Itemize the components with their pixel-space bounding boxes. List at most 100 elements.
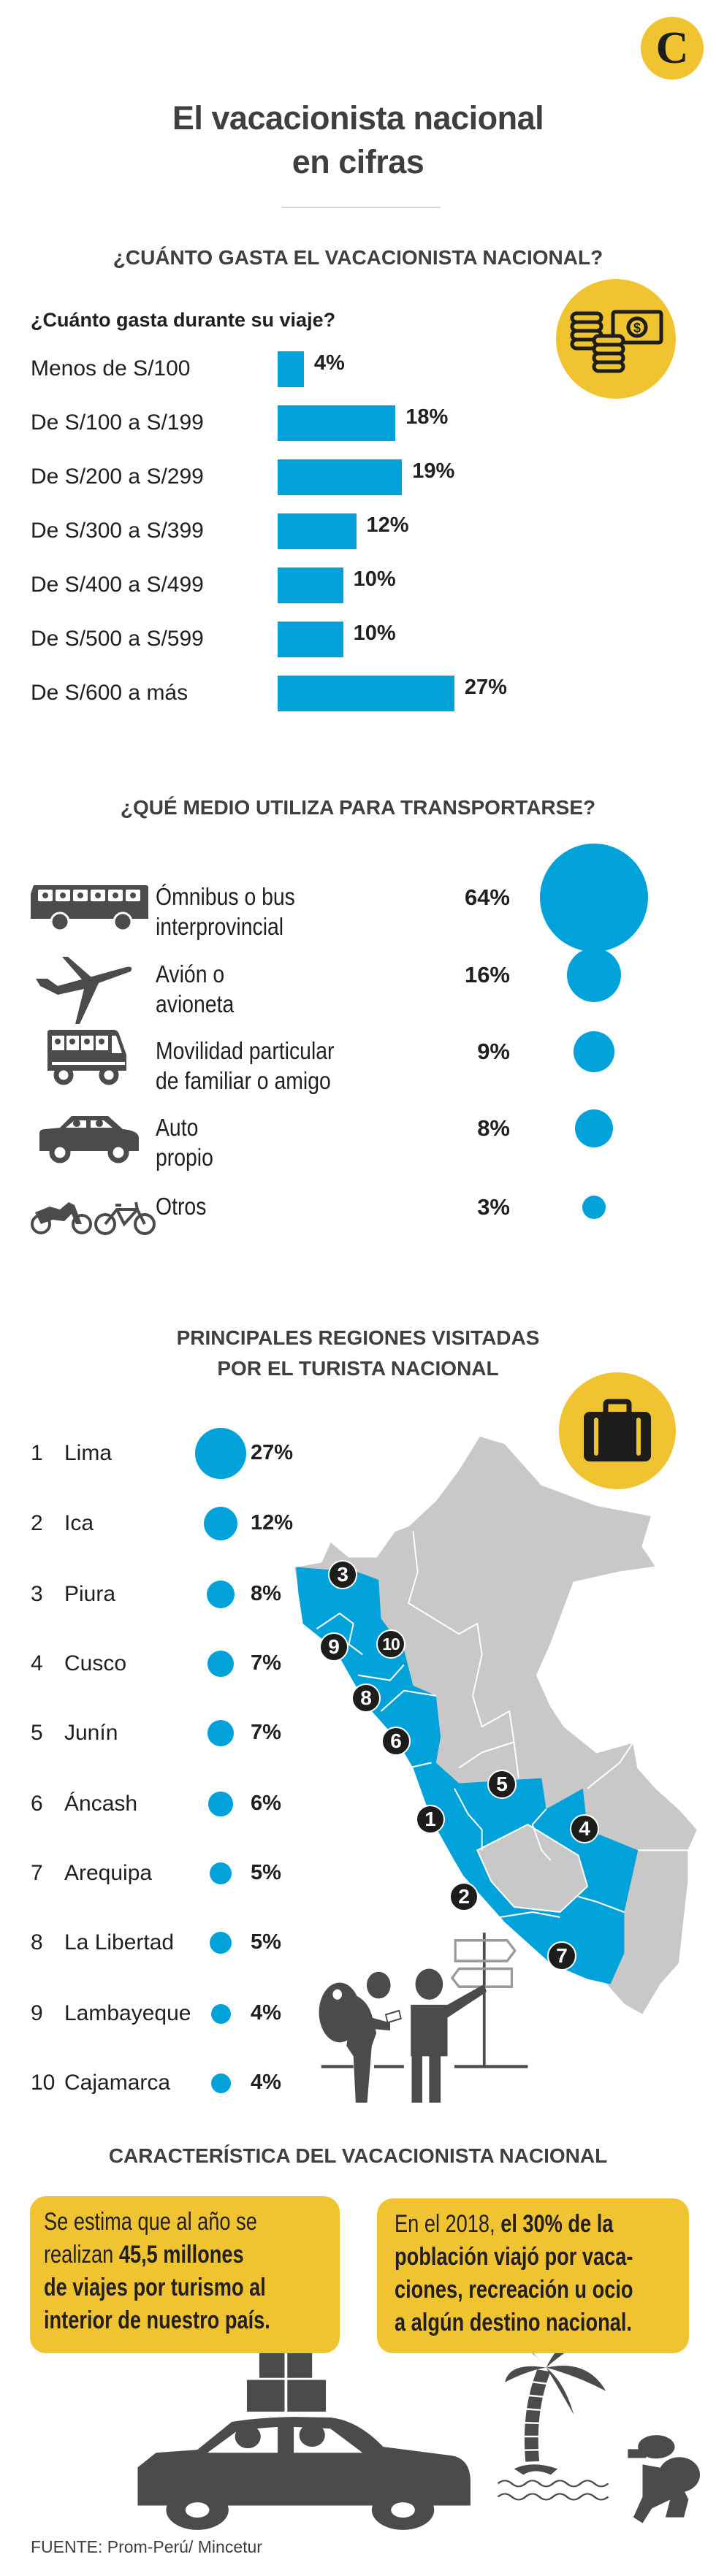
money-icon-circle: $ [556, 279, 676, 399]
bar [278, 567, 343, 603]
callout-line-text: población viajó por vaca- [395, 2241, 633, 2274]
callout-line: a algún destino nacional. [395, 2306, 691, 2339]
region-name: Cusco [64, 1651, 127, 1675]
callout-line-text: Se estima que al año se [44, 2206, 257, 2239]
callout-box: Se estima que al año se realizan 45,5 mil… [30, 2196, 340, 2353]
transport-value-label: 8% [477, 1115, 510, 1141]
palm-beach-illustration [497, 2334, 609, 2501]
region-rank: 2 [31, 1511, 43, 1535]
region-bubble [207, 1651, 234, 1677]
coins-and-bill-icon: $ [570, 310, 663, 373]
page-title-line2: en cifras [292, 143, 424, 180]
characteristics-heading: CARACTERÍSTICA DEL VACACIONISTA NACIONAL [108, 2144, 608, 2167]
callout-text-segment: a algún destino nacional. [395, 2309, 632, 2336]
region-name: Cajamarca [64, 2071, 171, 2095]
region-rank: 3 [31, 1582, 43, 1606]
transport-label-line: Movilidad particular [156, 1036, 363, 1066]
map-borders [316, 1531, 689, 1919]
region-rank: 8 [31, 1930, 43, 1954]
region-bubble [208, 1792, 233, 1816]
map-marker: 9 [319, 1632, 349, 1662]
bar-category-label: De S/100 a S/199 [31, 410, 204, 435]
map-marker: 1 [416, 1805, 445, 1834]
bar [278, 351, 304, 387]
bar [278, 513, 357, 549]
spending-chart-title: ¿Cuánto gasta durante su viaje? [31, 309, 336, 331]
region-name: Lima [64, 1441, 113, 1465]
region-value-label: 6% [251, 1792, 281, 1815]
bar-value-label: 10% [353, 622, 396, 645]
region-name: La Libertad [64, 1930, 175, 1954]
map-unvisited-interior [476, 1823, 589, 1914]
callout-text-segment: En el 2018, [395, 2210, 501, 2238]
callout-text-segment: de viajes por turismo al [44, 2274, 266, 2301]
region-name: Áncash [64, 1792, 138, 1816]
travel-illustrations [137, 2334, 701, 2530]
bar-value-label: 10% [353, 567, 396, 591]
transport-label-text: Auto [156, 1114, 199, 1141]
callout-line: Se estima que al año se [44, 2206, 311, 2239]
transport-label-line: avioneta [156, 989, 247, 1019]
transport-label-text: Movilidad particular [156, 1037, 335, 1064]
transport-label-line: Auto [156, 1112, 205, 1142]
car-with-luggage-illustration [137, 2344, 471, 2530]
region-name: Arequipa [64, 1861, 153, 1885]
regions-heading-line2: POR EL TURISTA NACIONAL [217, 1357, 499, 1380]
region-rank: 1 [31, 1441, 43, 1465]
region-bubble [207, 1720, 234, 1746]
callout-line: realizan 45,5 millones [44, 2239, 294, 2271]
bar [278, 459, 403, 495]
transport-label-text: Avión o [156, 960, 225, 987]
transport-heading: ¿QUÉ MEDIO UTILIZA PARA TRANSPORTARSE? [120, 796, 596, 819]
region-bubble [209, 1931, 232, 1954]
bar-value-label: 4% [313, 351, 345, 375]
callout-text-segment: el 30% de la [500, 2210, 614, 2238]
transport-label-text: interprovincial [156, 913, 284, 940]
callout-line-text: En el 2018, el 30% de la [395, 2208, 613, 2241]
transport-label-text: avioneta [156, 990, 235, 1017]
transport-label-line: interprovincial [156, 911, 305, 941]
callout-text-segment: población [395, 2243, 489, 2271]
callout-line-text: realizan 45,5 millones [44, 2239, 244, 2271]
region-bubble [210, 2003, 231, 2024]
bar-value-label: 12% [366, 513, 409, 537]
transport-value-label: 3% [477, 1194, 510, 1220]
transport-value-label: 9% [477, 1039, 510, 1064]
bar [278, 676, 454, 711]
van-icon [47, 1030, 126, 1085]
region-rank: 7 [31, 1861, 43, 1885]
region-bubble [210, 2073, 231, 2093]
transport-bubble [582, 1195, 606, 1219]
suitcase-icon [584, 1399, 651, 1461]
transport-label-text: Otros [156, 1193, 207, 1220]
suitcase-icon-circle [559, 1372, 676, 1489]
region-value-label: 5% [251, 1930, 281, 1954]
map-land-gray [292, 1434, 699, 2017]
transport-bubble [540, 844, 648, 952]
callout-text-segment: viajó por vaca- [488, 2243, 633, 2271]
region-rank: 9 [31, 2001, 43, 2025]
transport-label-line: Ómnibus o bus [156, 882, 318, 911]
transport-label-line: Otros [156, 1191, 215, 1221]
region-name: Ica [64, 1511, 94, 1535]
bar-value-label: 27% [464, 676, 507, 699]
transport-label-text: Ómnibus o bus [156, 883, 295, 910]
callout-text-segment: Se estima que al año se [44, 2208, 257, 2236]
source-note: FUENTE: Prom-Perú/ Mincetur [31, 2537, 262, 2556]
region-bubble [206, 1580, 235, 1609]
bar-value-label: 19% [412, 459, 455, 483]
region-rank: 5 [31, 1721, 43, 1745]
brand-logo: C [641, 17, 704, 80]
callout-line-text: a algún destino nacional. [395, 2306, 632, 2339]
region-bubble [209, 1862, 232, 1885]
map-marker: 6 [381, 1727, 411, 1756]
region-name: Junín [64, 1721, 118, 1745]
title-divider [281, 207, 441, 208]
peru-map [292, 1434, 699, 2103]
callout-text-segment: realizan [44, 2241, 119, 2269]
callout-line: En el 2018, el 30% de la [395, 2208, 668, 2241]
region-rank: 10 [31, 2071, 56, 2095]
region-value-label: 27% [251, 1441, 294, 1464]
region-rank: 4 [31, 1651, 43, 1675]
svg-text:$: $ [633, 321, 641, 335]
